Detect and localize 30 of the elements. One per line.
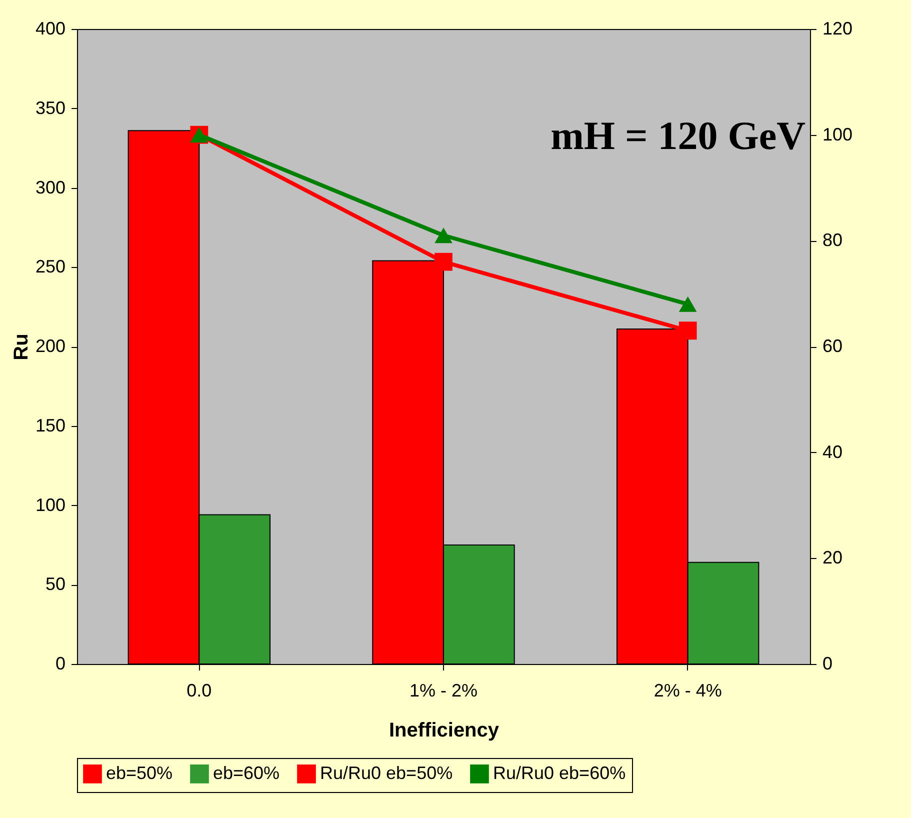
annotation: mH = 120 GeV [550, 112, 806, 158]
y2-tick-label: 120 [822, 18, 853, 38]
y-tick-label: 350 [35, 98, 66, 118]
y-tick-label: 50 [45, 574, 66, 594]
y-tick-label: 100 [35, 494, 66, 515]
point [434, 228, 452, 244]
y-axis-title: Ru [10, 334, 32, 360]
y2-tick-label: 80 [822, 230, 843, 250]
y2-tick-label: 0 [822, 654, 833, 674]
y-tick-label: 400 [35, 18, 66, 38]
legend-label: eb=60% [213, 762, 280, 783]
x-tick-label: 1% - 2% [409, 680, 478, 700]
y-tick-label: 300 [35, 177, 66, 198]
x-tick-label: 2% - 4% [654, 680, 722, 700]
y-tick-label: 150 [35, 415, 66, 436]
y2-tick-label: 40 [822, 442, 843, 462]
y-tick-label: 200 [35, 336, 66, 356]
x-tick-label: 0.0 [186, 680, 212, 700]
point [678, 296, 697, 312]
point [434, 252, 452, 271]
y-tick-label: 250 [35, 256, 66, 277]
y-tick-label: 0 [55, 654, 66, 674]
legend-label: eb=50% [106, 762, 173, 783]
legend-label: Ru/Ru0 eb=60% [493, 762, 626, 783]
point [678, 322, 697, 340]
y2-tick-label: 60 [822, 336, 843, 356]
y2-tick-label: 20 [822, 548, 843, 568]
y2-tick-label: 100 [822, 124, 853, 144]
legend-label: Ru/Ru0 eb=50% [320, 762, 453, 783]
x-axis-title: Inefficiency [388, 720, 500, 742]
